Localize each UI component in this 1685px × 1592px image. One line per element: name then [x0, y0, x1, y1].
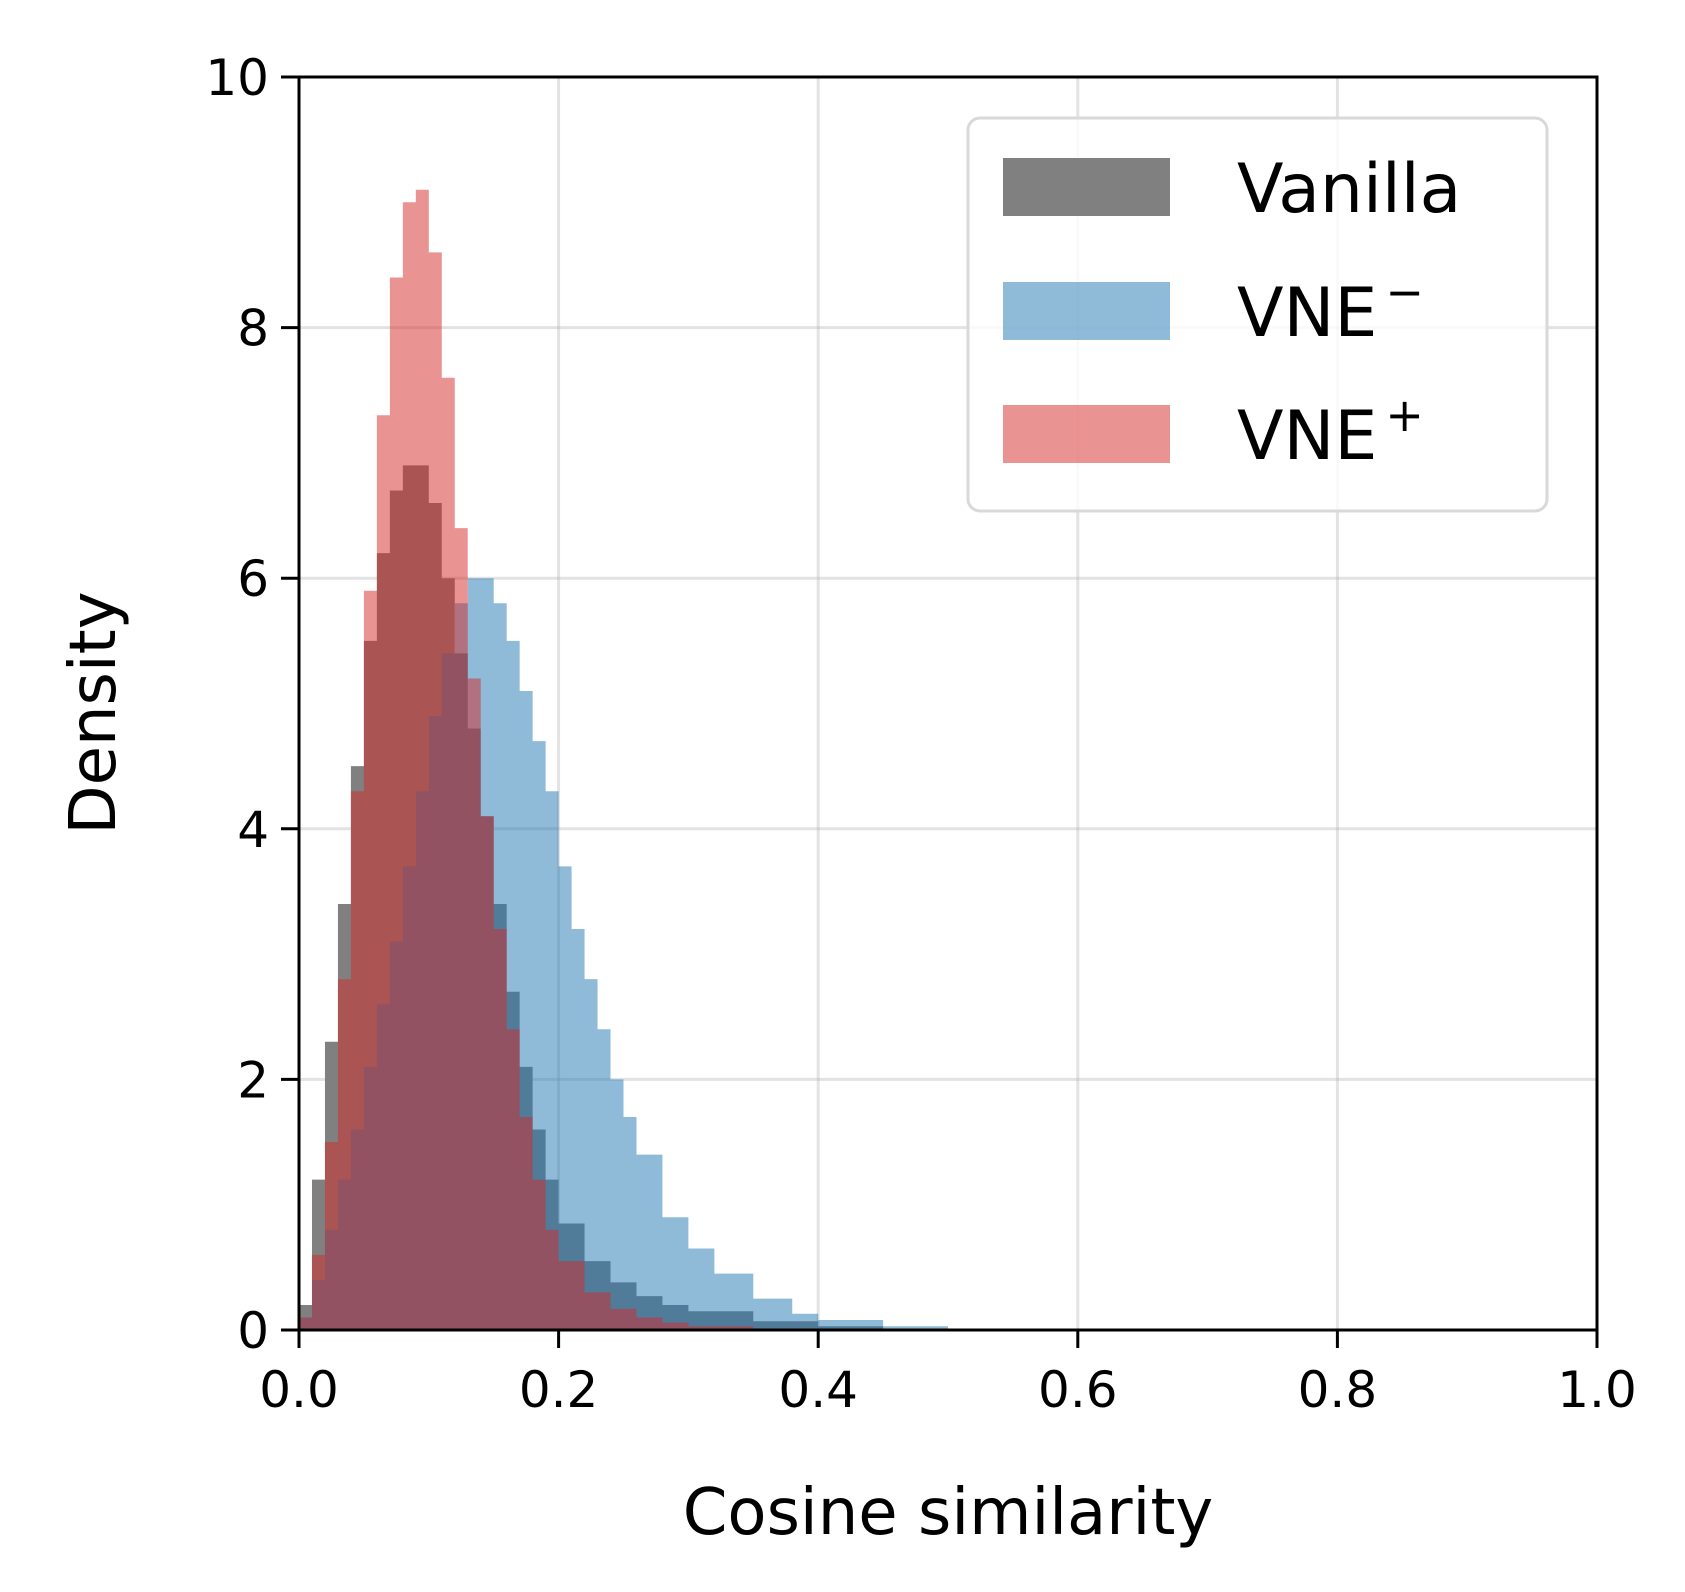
y-axis-title: Density — [57, 591, 131, 834]
x-tick-label: 0.6 — [1038, 1361, 1118, 1419]
legend-swatch — [1003, 405, 1170, 463]
x-tick-label: 0.8 — [1298, 1361, 1378, 1419]
y-tick-label: 8 — [237, 300, 269, 358]
y-tick-label: 10 — [205, 49, 269, 107]
y-tick-label: 2 — [237, 1051, 269, 1109]
y-tick-label: 4 — [237, 801, 269, 859]
y-tick-label: 6 — [237, 550, 269, 608]
series-layer — [299, 189, 1013, 1330]
x-axis-title: Cosine similarity — [683, 1476, 1214, 1550]
y-tick-label: 0 — [237, 1302, 269, 1360]
x-tick-label: 0.0 — [259, 1361, 339, 1419]
legend-label: Vanilla — [1237, 150, 1461, 229]
series-area-vne-plus — [299, 189, 819, 1330]
x-axis-ticks: 0.0 0.2 0.4 0.6 0.8 1.0 — [259, 1330, 1637, 1419]
x-tick-label: 0.2 — [519, 1361, 599, 1419]
x-tick-label: 1.0 — [1557, 1361, 1637, 1419]
legend-swatch — [1003, 158, 1170, 216]
x-tick-label: 0.4 — [778, 1361, 858, 1419]
y-axis-ticks: 0 2 4 6 8 10 — [205, 49, 299, 1360]
legend-swatch — [1003, 282, 1170, 340]
legend-label: VNE + — [1237, 388, 1424, 476]
plot-frame — [297, 75, 1599, 1332]
legend: Vanilla VNE − VNE + — [966, 116, 1549, 513]
legend-label: VNE − — [1237, 265, 1424, 353]
